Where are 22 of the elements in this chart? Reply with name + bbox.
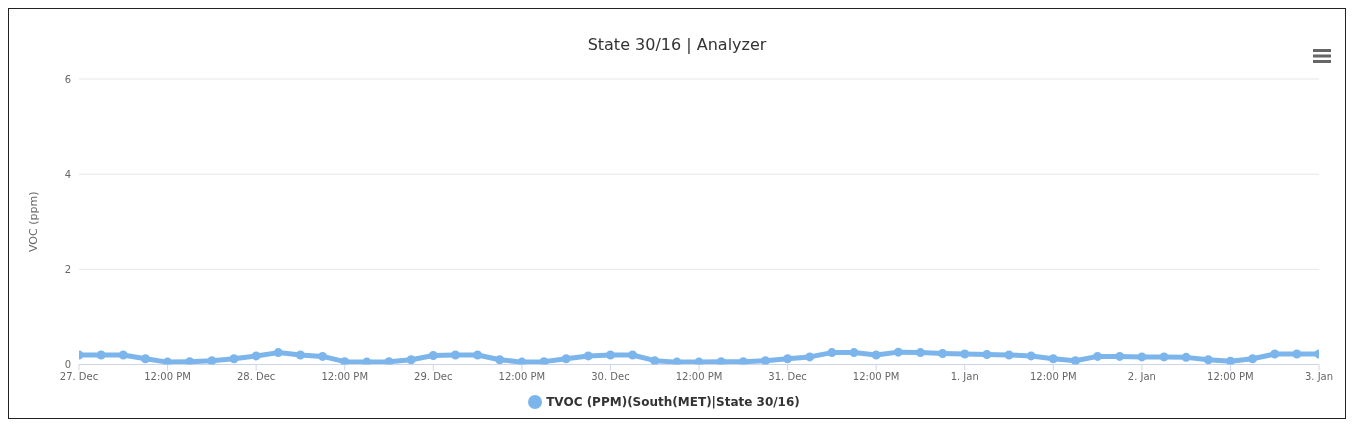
x-tick-label: 29. Dec xyxy=(414,370,453,382)
chart-title: State 30/16 | Analyzer xyxy=(586,35,768,54)
x-tick-label: 2. Jan xyxy=(1127,370,1156,382)
x-tick-label: 1. Jan xyxy=(950,370,979,382)
y-tick-label: 6 xyxy=(64,73,71,85)
x-tick-label: 12:00 PM xyxy=(1029,370,1077,382)
x-tick-label: 12:00 PM xyxy=(675,370,723,382)
legend-label: TVOC (PPM)(South(MET)|State 30/16) xyxy=(546,394,800,409)
y-tick-label: 4 xyxy=(64,168,71,180)
y-tick-label: 2 xyxy=(64,263,71,275)
y-tick-label: 0 xyxy=(64,359,71,371)
x-tick-label: 12:00 PM xyxy=(852,370,900,382)
x-tick-label: 27. Dec xyxy=(59,370,99,382)
x-tick-label: 12:00 PM xyxy=(1207,370,1254,382)
y-axis-title: VOC (ppm) xyxy=(26,191,40,252)
x-tick-label: 12:00 PM xyxy=(321,370,369,382)
x-tick-label: 3. Jan xyxy=(1304,370,1334,382)
x-tick-label: 28. Dec xyxy=(236,370,276,382)
x-tick-label: 31. Dec xyxy=(768,370,807,382)
x-tick-label: 12:00 PM xyxy=(144,370,191,382)
x-tick-label: 12:00 PM xyxy=(498,370,546,382)
x-tick-label: 30. Dec xyxy=(591,370,630,382)
